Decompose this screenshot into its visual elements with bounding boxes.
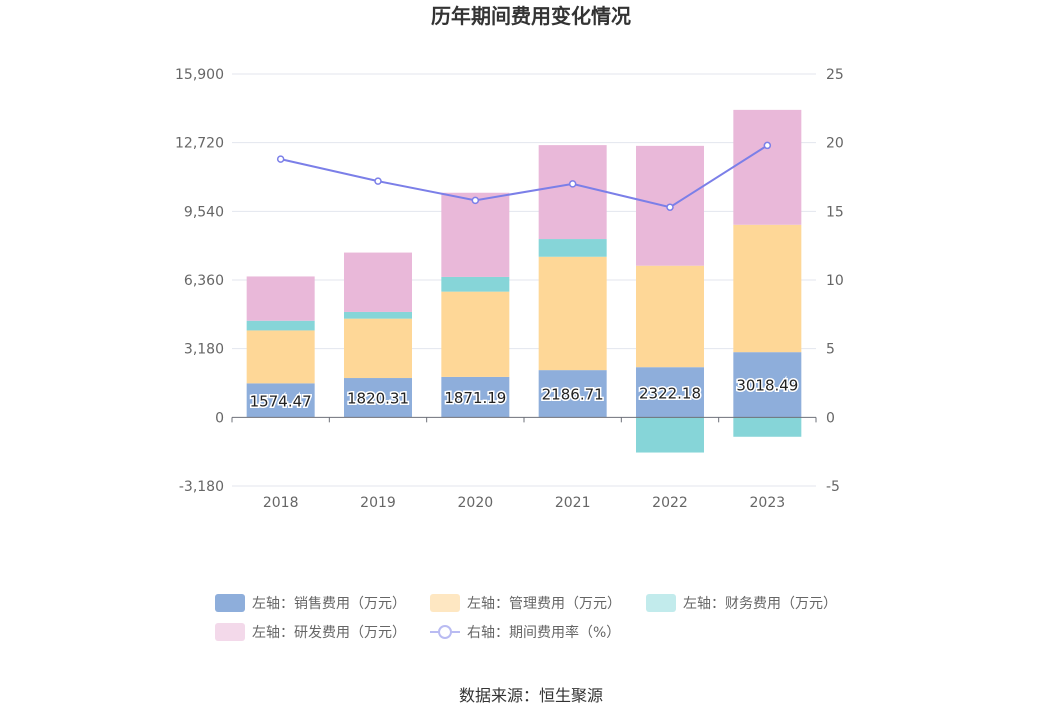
- left-tick-label: 12,720: [175, 136, 224, 152]
- bar-value-label: 2186.71: [542, 386, 604, 404]
- bar-2018-s0[interactable]: [246, 383, 315, 418]
- legend[interactable]: 左轴：销售费用（万元） 左轴：管理费用（万元） 左轴：财务费用（万元） 左轴：研发费用…: [215, 594, 837, 641]
- x-tick-label: 2020: [458, 495, 494, 511]
- rate-point-2020[interactable]: [471, 196, 480, 205]
- left-axis: -3,180 0 3,180 6,360 9,540 12,720 15,900: [175, 67, 224, 495]
- x-tick-label: 2021: [555, 495, 591, 511]
- bar-2022-s1[interactable]: [636, 265, 704, 368]
- legend-label: 右轴：期间费用率（%）: [467, 624, 620, 641]
- left-tick-label: -3,180: [179, 479, 224, 495]
- right-tick-label: 25: [826, 67, 844, 83]
- legend-swatch: [430, 594, 460, 612]
- right-tick-label: 15: [826, 204, 844, 220]
- bar-2022-s2[interactable]: [636, 417, 704, 453]
- bars: [246, 109, 802, 453]
- legend-item-0[interactable]: 左轴：销售费用（万元）: [215, 594, 406, 612]
- left-tick-label: 9,540: [184, 204, 224, 220]
- rate-point-2021[interactable]: [568, 180, 577, 188]
- bar-2019-s0[interactable]: [344, 378, 412, 418]
- legend-label: 左轴：研发费用（万元）: [252, 625, 406, 641]
- legend-line-marker: [438, 625, 452, 639]
- legend-item-1[interactable]: 左轴：管理费用（万元）: [430, 594, 621, 612]
- x-tick-label: 2019: [360, 495, 396, 511]
- right-tick-label: -5: [826, 479, 840, 495]
- rate-point-2019[interactable]: [374, 177, 382, 185]
- x-tick-label: 2018: [263, 495, 299, 511]
- bar-2019-s2[interactable]: [344, 311, 412, 319]
- left-tick-label: 3,180: [184, 342, 224, 358]
- bar-2022-s0[interactable]: [636, 367, 704, 418]
- bar-2021-s1[interactable]: [538, 256, 607, 371]
- bar-2023-s0[interactable]: [733, 352, 802, 418]
- bar-2023-s1[interactable]: [733, 224, 802, 353]
- rate-line: [276, 141, 772, 211]
- left-tick-label: 6,360: [184, 273, 224, 289]
- left-tick-label: 0: [215, 410, 224, 426]
- bar-2018-s2[interactable]: [246, 320, 315, 331]
- grid: [232, 73, 816, 487]
- x-tick-label: 2022: [652, 495, 688, 511]
- bar-2020-s1[interactable]: [441, 291, 510, 377]
- legend-item-2[interactable]: 左轴：财务费用（万元）: [646, 594, 837, 612]
- bar-value-label: 3018.49: [736, 377, 798, 395]
- rate-point-2018[interactable]: [276, 155, 285, 163]
- bar-value-label: 2322.18: [639, 384, 701, 402]
- right-tick-label: 10: [826, 273, 844, 289]
- bar-value-label: 1574.47: [250, 392, 312, 410]
- legend-swatch: [215, 594, 245, 612]
- bar-2020-s0[interactable]: [441, 376, 510, 418]
- bar-2021-s0[interactable]: [538, 370, 607, 418]
- bar-2018-s1[interactable]: [246, 330, 315, 384]
- chart-title: 历年期间费用变化情况: [431, 4, 631, 28]
- bar-2021-s2[interactable]: [538, 239, 607, 257]
- left-tick-label: 15,900: [175, 67, 224, 83]
- legend-label: 左轴：销售费用（万元）: [252, 596, 406, 612]
- legend-label: 左轴：管理费用（万元）: [467, 596, 621, 612]
- x-axis-ticks: 2018 2019 2020 2021 2022 2023: [263, 495, 785, 511]
- rate-point-2023[interactable]: [763, 141, 772, 150]
- data-source: 数据来源：恒生聚源: [459, 686, 603, 705]
- legend-item-4[interactable]: 右轴：期间费用率（%）: [430, 624, 620, 641]
- bar-2023-s2[interactable]: [733, 417, 802, 437]
- rate-point-2022[interactable]: [666, 203, 674, 211]
- bar-2023-s3[interactable]: [733, 109, 802, 225]
- x-axis: [231, 416, 817, 423]
- bar-2019-s1[interactable]: [344, 318, 412, 379]
- legend-label: 左轴：财务费用（万元）: [683, 596, 837, 612]
- legend-swatch: [215, 623, 245, 641]
- bar-2018-s3[interactable]: [246, 276, 315, 321]
- right-tick-label: 0: [826, 410, 835, 426]
- right-axis: -5 0 5 10 15 20 25: [826, 67, 844, 495]
- bar-2020-s2[interactable]: [441, 276, 510, 292]
- bar-2019-s3[interactable]: [344, 252, 412, 312]
- right-tick-label: 5: [826, 342, 835, 358]
- legend-swatch: [646, 594, 676, 612]
- legend-item-3[interactable]: 左轴：研发费用（万元）: [215, 623, 406, 641]
- bar-2020-s3[interactable]: [441, 192, 510, 277]
- bar-value-label: 1871.19: [444, 389, 506, 407]
- rate-polyline: [280, 144, 768, 209]
- right-tick-label: 20: [826, 136, 844, 152]
- bar-labels: 1574.47 1820.31 1871.19 2186.71 2322.18 3018.…: [248, 375, 800, 412]
- bar-value-label: 1820.31: [347, 390, 409, 408]
- bar-2021-s3[interactable]: [538, 145, 607, 240]
- x-tick-label: 2023: [750, 495, 786, 511]
